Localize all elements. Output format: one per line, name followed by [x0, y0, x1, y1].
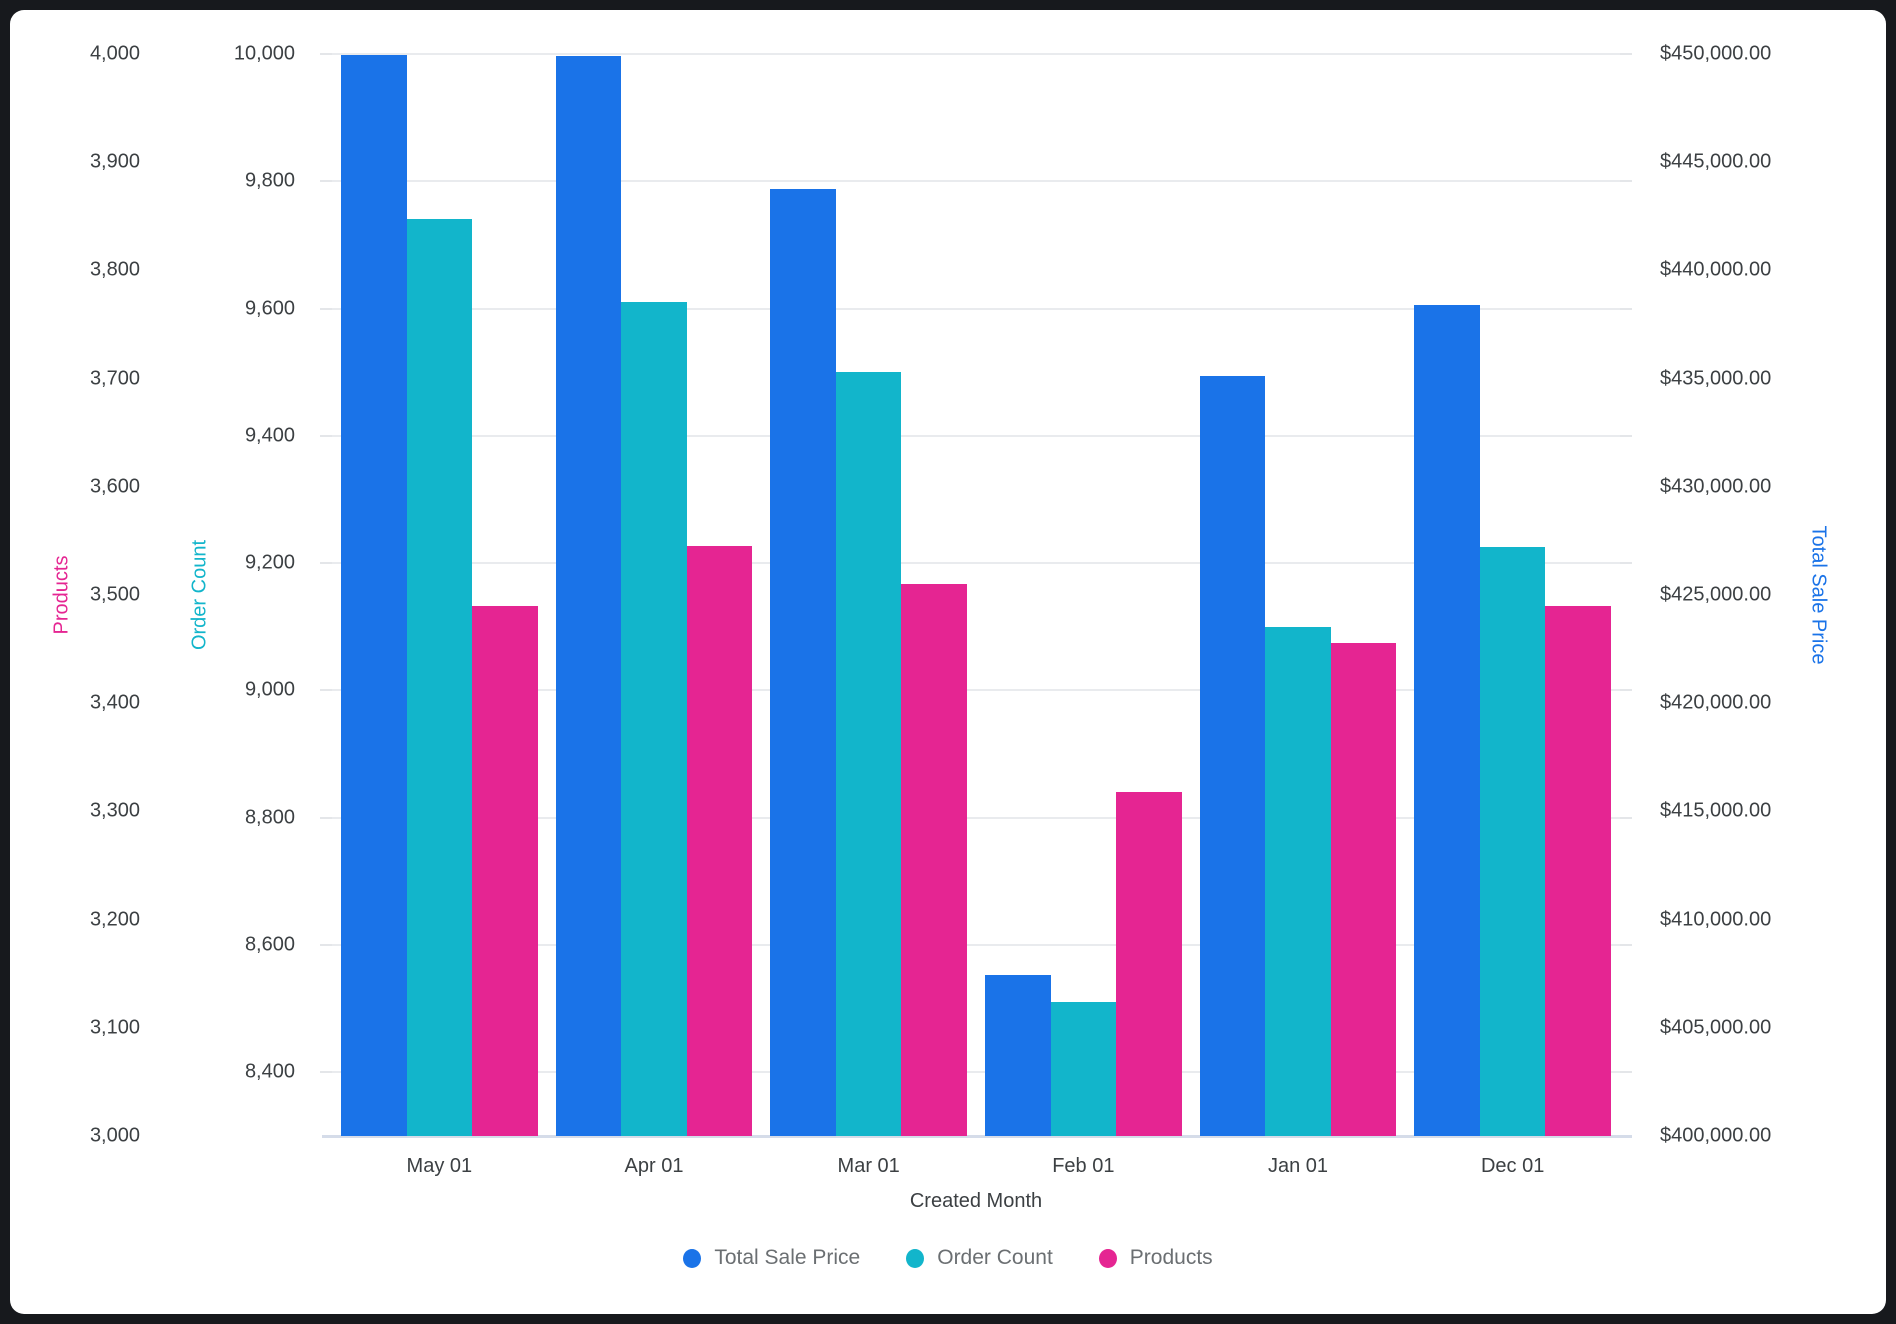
bar-products-feb-01[interactable]	[1116, 791, 1182, 1136]
x-axis-title: Created Month	[909, 1190, 1043, 1212]
plot-area	[320, 53, 1632, 1138]
sale-tick-label: $440,000.00	[1660, 258, 1772, 281]
gridline	[332, 434, 1620, 437]
bar-order-count-may-01[interactable]	[406, 219, 473, 1136]
order-tick-label: 10,000	[233, 42, 295, 65]
axis-tick-mark	[1620, 307, 1632, 310]
axis-tick-mark	[320, 180, 332, 183]
bar-total-sale-price-mar-01[interactable]	[770, 189, 836, 1136]
axis-tick-mark	[320, 53, 332, 55]
x-tick-label-feb-01: Feb 01	[1052, 1155, 1115, 1177]
legend-label: Total Sale Price	[714, 1246, 861, 1269]
x-tick-label-dec-01: Dec 01	[1480, 1155, 1545, 1177]
products-tick-label: 3,400	[89, 691, 140, 714]
gridline	[332, 53, 1620, 55]
gridline	[332, 180, 1620, 183]
legend-label: Products	[1129, 1246, 1213, 1269]
order-tick-label: 9,600	[244, 297, 295, 320]
products-tick-label: 3,200	[89, 908, 140, 931]
bar-products-dec-01[interactable]	[1545, 605, 1611, 1136]
gridline	[332, 307, 1620, 310]
bar-order-count-feb-01[interactable]	[1050, 1002, 1117, 1136]
axis-tick-mark	[1620, 689, 1632, 692]
sale-tick-label: $410,000.00	[1660, 908, 1772, 931]
products-tick-label: 3,800	[89, 258, 140, 281]
axis-tick-mark	[320, 307, 332, 310]
bar-products-mar-01[interactable]	[901, 584, 967, 1136]
order-tick-label: 9,400	[244, 424, 295, 447]
sale-tick-label: $420,000.00	[1660, 691, 1772, 714]
x-tick-label-jan-01: Jan 01	[1267, 1155, 1329, 1177]
total-sale-price-axis-title: Total Sale Price	[1807, 525, 1830, 665]
gridline	[332, 562, 1620, 565]
sale-tick-label: $445,000.00	[1660, 150, 1772, 173]
bar-total-sale-price-jan-01[interactable]	[1199, 376, 1266, 1136]
axis-tick-mark	[1620, 180, 1632, 183]
sale-tick-label: $400,000.00	[1660, 1124, 1772, 1147]
axis-tick-mark	[1620, 944, 1632, 947]
bar-order-count-apr-01[interactable]	[621, 302, 687, 1136]
x-axis-line	[322, 1135, 1632, 1138]
axis-tick-mark	[1620, 816, 1632, 819]
legend-item-products[interactable]: Products	[1098, 1246, 1213, 1270]
legend-label: Order Count	[937, 1246, 1053, 1269]
products-tick-label: 3,000	[89, 1124, 140, 1147]
axis-tick-mark	[320, 816, 332, 819]
bar-order-count-dec-01[interactable]	[1479, 547, 1546, 1136]
x-tick-label-may-01: May 01	[406, 1155, 473, 1177]
products-tick-label: 3,600	[89, 475, 140, 498]
x-tick-label-apr-01: Apr 01	[624, 1155, 684, 1177]
products-tick-label: 3,300	[89, 799, 140, 822]
order-tick-label: 8,800	[244, 806, 295, 829]
bar-products-may-01[interactable]	[472, 605, 538, 1136]
chart-card: Products Order Count Total Sale Price Cr…	[10, 10, 1886, 1314]
bar-products-apr-01[interactable]	[686, 546, 753, 1136]
order-tick-label: 9,200	[244, 551, 295, 574]
bar-total-sale-price-apr-01[interactable]	[555, 56, 622, 1136]
bar-order-count-mar-01[interactable]	[835, 372, 902, 1136]
bar-total-sale-price-may-01[interactable]	[341, 55, 407, 1136]
axis-tick-mark	[320, 1071, 332, 1074]
order-tick-label: 8,600	[244, 933, 295, 956]
products-tick-label: 3,100	[89, 1016, 140, 1039]
axis-tick-mark	[1620, 1071, 1632, 1074]
legend-item-order-count[interactable]: Order Count	[906, 1246, 1053, 1270]
axis-tick-mark	[320, 689, 332, 692]
bar-total-sale-price-feb-01[interactable]	[985, 974, 1051, 1136]
order-tick-label: 8,400	[244, 1060, 295, 1083]
gridline	[332, 816, 1620, 819]
bar-total-sale-price-dec-01[interactable]	[1414, 305, 1480, 1136]
products-tick-label: 4,000	[89, 42, 140, 65]
sale-tick-label: $435,000.00	[1660, 367, 1772, 390]
axis-tick-mark	[320, 434, 332, 437]
bar-products-jan-01[interactable]	[1330, 642, 1397, 1136]
products-tick-label: 3,900	[89, 150, 140, 173]
axis-tick-mark	[320, 944, 332, 947]
sale-tick-label: $405,000.00	[1660, 1016, 1772, 1039]
sale-tick-label: $430,000.00	[1660, 475, 1772, 498]
legend-swatch-order-count	[906, 1248, 925, 1268]
gridline	[332, 944, 1620, 947]
legend: Total Sale Price Order Count Products	[10, 1246, 1886, 1270]
axis-tick-mark	[320, 562, 332, 565]
order-tick-label: 9,800	[244, 169, 295, 192]
order-tick-label: 9,000	[244, 678, 295, 701]
products-tick-label: 3,500	[89, 583, 140, 606]
gridline	[332, 689, 1620, 692]
legend-item-total-sale-price[interactable]: Total Sale Price	[683, 1246, 860, 1270]
sale-tick-label: $425,000.00	[1660, 583, 1772, 606]
axis-tick-mark	[1620, 434, 1632, 437]
legend-swatch-products	[1098, 1248, 1117, 1268]
axis-tick-mark	[1620, 562, 1632, 565]
products-tick-label: 3,700	[89, 367, 140, 390]
axis-tick-mark	[1620, 53, 1632, 55]
legend-swatch-total-sale-price	[683, 1248, 702, 1268]
sale-tick-label: $450,000.00	[1660, 42, 1772, 65]
gridline	[332, 1071, 1620, 1074]
x-tick-label-mar-01: Mar 01	[837, 1155, 900, 1177]
sale-tick-label: $415,000.00	[1660, 799, 1772, 822]
bar-order-count-jan-01[interactable]	[1265, 626, 1331, 1136]
